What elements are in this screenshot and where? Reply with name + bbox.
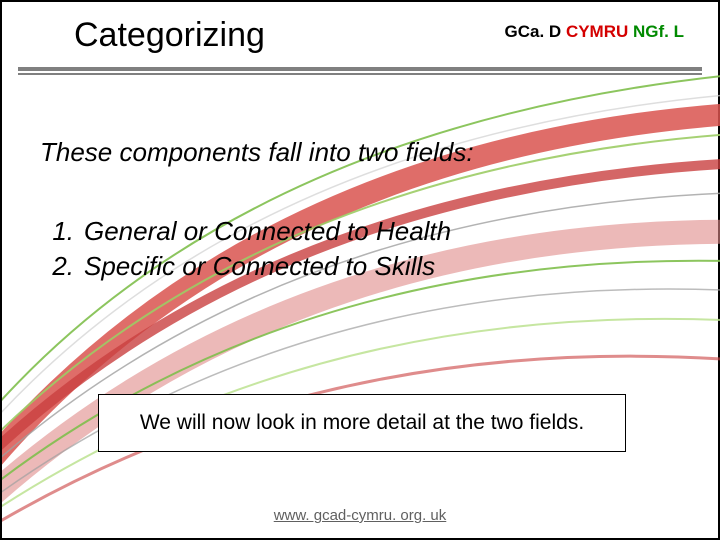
callout-box: We will now look in more detail at the t… — [98, 394, 626, 452]
callout-text: We will now look in more detail at the t… — [140, 411, 584, 434]
list-item-text: General or Connected to Health — [84, 216, 451, 247]
logo-part-3: NGf. L — [633, 22, 684, 41]
list-item: 1. General or Connected to Health — [40, 216, 680, 247]
list-item-number: 1. — [40, 216, 84, 247]
header: Categorizing GCa. D CYMRU NGf. L — [2, 2, 718, 63]
list-item-number: 2. — [40, 251, 84, 282]
logo-part-1: GCa. D — [505, 22, 562, 41]
header-divider — [18, 67, 702, 75]
intro-text: These components fall into two fields: — [40, 137, 680, 168]
brand-logo: GCa. D CYMRU NGf. L — [505, 22, 684, 42]
footer-link[interactable]: www. gcad-cymru. org. uk — [274, 507, 447, 524]
logo-part-2: CYMRU — [561, 22, 633, 41]
footer: www. gcad-cymru. org. uk — [2, 507, 718, 524]
list-item-text: Specific or Connected to Skills — [84, 251, 435, 282]
list-item: 2. Specific or Connected to Skills — [40, 251, 680, 282]
page-title: Categorizing — [74, 16, 265, 55]
content-area: These components fall into two fields: 1… — [2, 75, 718, 282]
fields-list: 1. General or Connected to Health 2. Spe… — [40, 216, 680, 282]
